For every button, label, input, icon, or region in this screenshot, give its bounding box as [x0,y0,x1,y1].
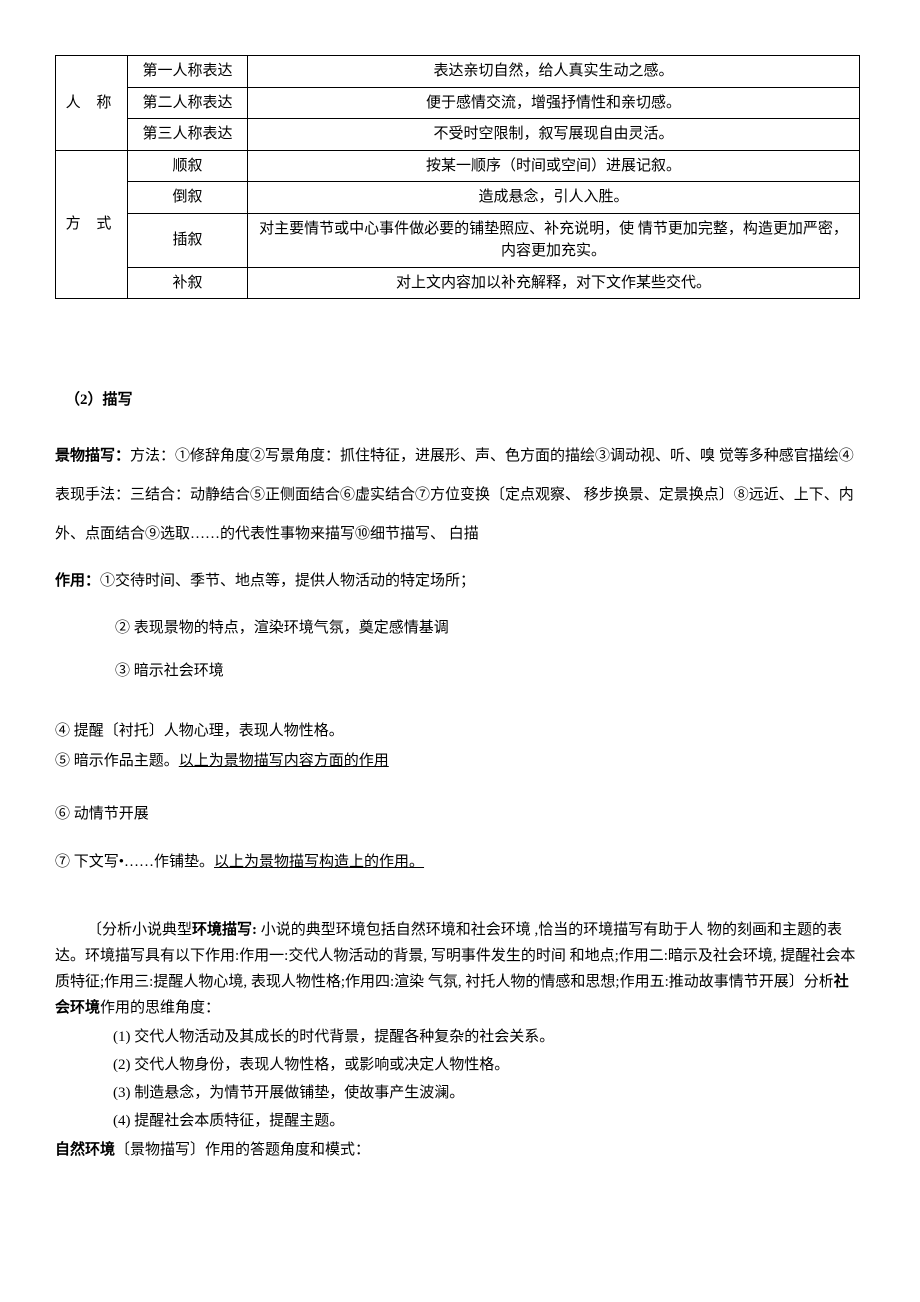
effect-7-pre: ⑦ 下文写•……作铺垫。 [55,854,214,870]
sub: 第一人称表达 [128,56,248,88]
label-effect: 作用： [55,573,100,589]
item-3: (3) 制造悬念，为情节开展做铺垫，使故事产生波澜。 [55,1080,860,1106]
heading-description: （2）描写 [55,389,860,412]
ap-pre: 〔分析小说典型 [87,922,192,938]
effect-7: ⑦ 下文写•……作铺垫。以上为景物描写构造上的作用。 [55,848,860,877]
narration-table: 人 称 第一人称表达 表达亲切自然，给人真实生动之感。 第二人称表达 便于感情交… [55,55,860,299]
effect-4: ④ 提醒〔衬托〕人物心理，表现人物性格。 [55,717,860,746]
natural-env-b: 自然环境 [55,1142,115,1158]
desc: 不受时空限制，叙写展现自由灵活。 [248,119,860,151]
label-scenery: 景物描写： [55,448,130,464]
effects-line1: 作用：①交待时间、季节、地点等，提供人物活动的特定场所； [55,562,860,601]
item-2: (2) 交代人物身份，表现人物性格，或影响或决定人物性格。 [55,1052,860,1078]
effect-3: ③ 暗示社会环境 [55,652,860,691]
cat-person: 人 称 [56,56,128,151]
sub: 第二人称表达 [128,87,248,119]
natural-env-line: 自然环境〔景物描写〕作用的答题角度和模式： [55,1137,860,1163]
scenery-methods: 景物描写：方法：①修辞角度②写景角度：抓住特征，进展形、声、色方面的描绘③调动视… [55,437,860,554]
effect-5-pre: ⑤ 暗示作品主题。 [55,753,179,769]
sub: 插叙 [128,213,248,267]
desc: 造成悬念，引人入胜。 [248,182,860,214]
sub: 倒叙 [128,182,248,214]
effect-6: ⑥ 动情节开展 [55,800,860,829]
ap-b1: 环境描写: [192,922,257,938]
desc: 表达亲切自然，给人真实生动之感。 [248,56,860,88]
effect-5: ⑤ 暗示作品主题。以上为景物描写内容方面的作用 [55,747,860,776]
desc: 便于感情交流，增强抒情性和亲切感。 [248,87,860,119]
desc: 对上文内容加以补充解释，对下文作某些交代。 [248,267,860,299]
scenery-text: 方法：①修辞角度②写景角度：抓住特征，进展形、声、色方面的描绘③调动视、听、嗅 … [55,448,854,542]
natural-env-t: 〔景物描写〕作用的答题角度和模式： [115,1142,370,1158]
effect-5-underline: 以上为景物描写内容方面的作用 [179,753,389,769]
sub: 补叙 [128,267,248,299]
sub: 顺叙 [128,150,248,182]
analysis-paragraph: 〔分析小说典型环境描写: 小说的典型环境包括自然环境和社会环境 ,恰当的环境描写… [55,917,860,1022]
effect-1: ①交待时间、季节、地点等，提供人物活动的特定场所； [100,573,475,589]
effect-7-underline: 以上为景物描写构造上的作用。 [214,854,424,870]
ap-tail: 作用的思维角度： [100,1000,220,1016]
desc: 按某一顺序（时间或空间）进展记叙。 [248,150,860,182]
cat-mode: 方 式 [56,150,128,299]
item-1: (1) 交代人物活动及其成长的时代背景，提醒各种复杂的社会关系。 [55,1024,860,1050]
effect-2: ② 表现景物的特点，渲染环境气氛，奠定感情基调 [55,609,860,648]
sub: 第三人称表达 [128,119,248,151]
desc: 对主要情节或中心事件做必要的铺垫照应、补充说明，使 情节更加完整，构造更加严密，… [248,213,860,267]
item-4: (4) 提醒社会本质特征，提醒主题。 [55,1108,860,1134]
